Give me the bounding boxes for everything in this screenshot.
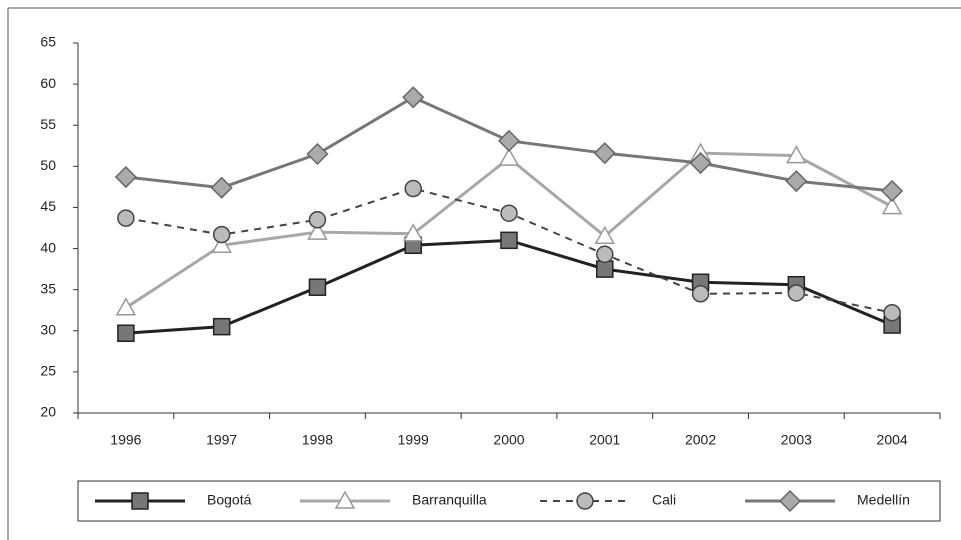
marker	[497, 129, 521, 152]
x-tick-label: 2004	[877, 432, 908, 448]
marker	[689, 151, 712, 175]
x-tick-label: 2000	[493, 432, 524, 448]
y-tick-label: 20	[40, 404, 56, 420]
marker	[131, 492, 149, 510]
y-tick-label: 50	[40, 157, 56, 173]
legend-label: Medellín	[857, 492, 910, 508]
legend-label: Bogotá	[207, 492, 252, 508]
marker	[787, 284, 806, 302]
marker	[596, 245, 614, 264]
legend-box	[77, 480, 941, 522]
y-tick-label: 45	[40, 198, 56, 214]
y-tick-label: 30	[40, 321, 56, 337]
x-tick-label: 2003	[781, 432, 812, 448]
marker	[114, 165, 137, 189]
marker	[883, 303, 901, 322]
marker	[500, 204, 518, 222]
x-tick-label: 1997	[206, 432, 237, 448]
y-tick-label: 65	[40, 34, 56, 50]
marker	[594, 225, 616, 244]
marker	[593, 142, 616, 165]
marker	[402, 223, 424, 242]
series-line	[125, 238, 893, 335]
marker	[785, 170, 808, 193]
marker	[778, 489, 802, 513]
marker	[596, 260, 614, 278]
marker	[404, 179, 422, 198]
y-tick-label: 40	[40, 239, 56, 255]
marker	[211, 234, 232, 254]
marker	[115, 297, 137, 316]
y-tick-label: 60	[40, 75, 56, 91]
marker	[576, 492, 594, 510]
x-tick-label: 1998	[302, 432, 333, 448]
marker	[786, 145, 807, 164]
x-tick-label: 2002	[685, 432, 716, 448]
marker	[881, 196, 903, 215]
x-tick-label: 1996	[110, 432, 141, 448]
marker	[334, 490, 356, 509]
marker	[308, 278, 327, 296]
marker	[691, 285, 710, 303]
x-tick-label: 1999	[398, 432, 429, 448]
marker	[308, 211, 327, 229]
y-tick-label: 25	[40, 363, 56, 379]
marker	[881, 179, 904, 203]
marker	[212, 317, 231, 336]
marker	[117, 324, 135, 342]
y-tick-label: 55	[40, 116, 56, 132]
x-tick-label: 2001	[589, 432, 620, 448]
marker	[210, 176, 233, 199]
marker	[306, 142, 329, 166]
legend-label: Cali	[652, 492, 676, 508]
marker	[212, 225, 231, 244]
marker	[307, 221, 328, 240]
marker	[402, 86, 425, 109]
legend-label: Barranquilla	[412, 492, 487, 508]
marker	[117, 209, 135, 227]
marker	[500, 231, 518, 250]
marker	[498, 147, 520, 166]
y-tick-label: 35	[40, 280, 56, 296]
